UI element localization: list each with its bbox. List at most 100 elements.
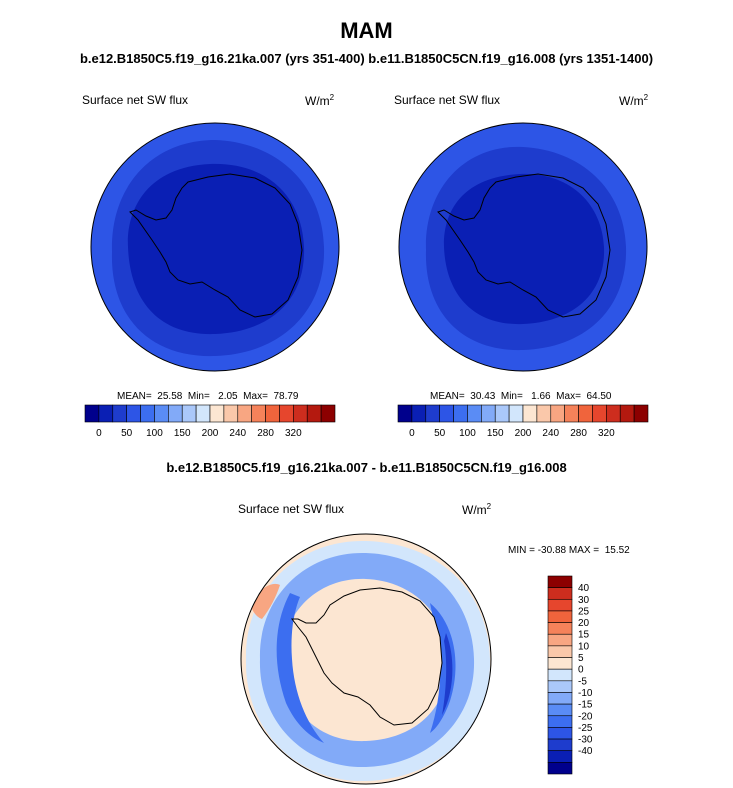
colorbar-tick-label: 0 xyxy=(409,428,415,439)
colorbar-box xyxy=(439,404,454,423)
diff-panel-units: W/m2 xyxy=(462,502,492,517)
panel1-units: W/m2 xyxy=(305,93,335,108)
colorbar-diff-tick-label: -20 xyxy=(578,711,593,722)
colorbar-tick-label: 50 xyxy=(434,428,446,439)
colorbar-box xyxy=(564,404,579,423)
colorbar-box xyxy=(98,404,114,423)
panel1-label: Surface net SW flux xyxy=(82,93,189,107)
colorbar-tick-label: 0 xyxy=(96,428,102,439)
colorbar-box xyxy=(84,404,100,423)
diff-strong-arc-west xyxy=(276,593,324,743)
colorbar-box xyxy=(619,404,635,423)
colorbar-tick-label: 320 xyxy=(285,428,302,439)
diff-positive-patch xyxy=(250,583,280,619)
colorbar-diff-tick-label: 10 xyxy=(578,641,590,652)
colorbar-diff-box xyxy=(547,738,573,752)
colorbar-diff-box xyxy=(547,598,573,612)
colorbar-tick-label: 280 xyxy=(257,428,274,439)
colorbar-box xyxy=(265,404,280,423)
colorbar-box xyxy=(126,404,141,423)
colorbar-tick-label: 200 xyxy=(515,428,532,439)
colorbar-1: 0 50 100 150 200 240 280 320 xyxy=(84,404,336,439)
colorbar-diff-box xyxy=(547,668,573,682)
colorbar-diff-tick-label: 25 xyxy=(578,606,590,617)
colorbar-tick-label: 320 xyxy=(598,428,615,439)
colorbar-diff-box xyxy=(547,692,573,705)
colorbar-box xyxy=(425,404,440,423)
colorbar-diff-box xyxy=(547,587,573,600)
colorbar-diff-tick-label: 5 xyxy=(578,653,584,664)
colorbar-box xyxy=(279,404,294,423)
colorbar-diff-box xyxy=(547,715,573,728)
colorbar-diff-box xyxy=(547,727,573,740)
colorbar-diff-tick-label: -10 xyxy=(578,688,593,699)
colorbar-box xyxy=(209,404,225,423)
colorbar-diff-tick-label: -40 xyxy=(578,746,593,757)
colorbar-diff-box xyxy=(547,762,573,775)
colorbar-box xyxy=(181,404,197,423)
panel1-antarctica-outline xyxy=(129,173,303,318)
difference-title: b.e12.B1850C5.f19_g16.21ka.007 - b.e11.B… xyxy=(166,460,567,475)
diff-strong-arc-east xyxy=(430,603,456,733)
colorbar-box xyxy=(578,404,593,423)
colorbar-diff-box xyxy=(547,610,573,623)
diff-minmax: MIN = -30.88 MAX = 15.52 xyxy=(508,545,630,556)
diff-land-fill xyxy=(300,588,442,725)
diff-map xyxy=(240,533,492,785)
colorbar-diff-tick-label: 15 xyxy=(578,630,590,641)
colorbar-box xyxy=(550,404,565,423)
panel2-units: W/m2 xyxy=(619,93,649,108)
colorbar-box xyxy=(633,404,649,423)
colorbar-box xyxy=(223,404,239,423)
colorbar-diff-tick-label: -15 xyxy=(578,700,593,711)
diff-deep-east xyxy=(442,633,453,715)
colorbar-box xyxy=(494,404,510,423)
colorbar-box xyxy=(195,404,211,423)
colorbar-box xyxy=(522,404,538,423)
panel2-label: Surface net SW flux xyxy=(394,93,501,107)
colorbar-tick-label: 240 xyxy=(229,428,246,439)
colorbar-box xyxy=(453,404,468,423)
colorbar-tick-label: 200 xyxy=(202,428,219,439)
colorbar-tick-label: 150 xyxy=(487,428,504,439)
colorbar-tick-label: 50 xyxy=(121,428,133,439)
colorbar-box xyxy=(592,404,607,423)
colorbar-tick-label: 100 xyxy=(146,428,163,439)
colorbar-tick-label: 100 xyxy=(459,428,476,439)
colorbar-box xyxy=(536,404,552,423)
panel2-map xyxy=(398,122,648,372)
colorbar-box xyxy=(606,404,621,423)
colorbar-box xyxy=(411,404,427,423)
colorbar-diff-box xyxy=(547,703,573,717)
colorbar-diff-box xyxy=(547,680,573,693)
colorbar-box xyxy=(237,404,252,423)
colorbar-diff-box xyxy=(547,622,573,635)
colorbar-diff-box xyxy=(547,575,573,588)
colorbar-box xyxy=(293,404,308,423)
colorbar-box xyxy=(467,404,482,423)
colorbar-diff-tick-label: 30 xyxy=(578,595,590,606)
colorbar-box xyxy=(154,404,169,423)
colorbar-tick-label: 150 xyxy=(174,428,191,439)
colorbar-diff-tick-label: -25 xyxy=(578,723,593,734)
colorbar-box xyxy=(251,404,266,423)
diff-panel-label: Surface net SW flux xyxy=(238,502,345,516)
colorbar-box xyxy=(306,404,322,423)
figure-subtitle: b.e12.B1850C5.f19_g16.21ka.007 (yrs 351-… xyxy=(79,51,654,66)
colorbar-box xyxy=(168,404,183,423)
panel1-map xyxy=(90,122,340,372)
panel2-antarctica-outline xyxy=(437,173,611,318)
colorbar-box xyxy=(397,404,413,423)
panel2-inner-band xyxy=(443,173,605,325)
colorbar-box xyxy=(140,404,155,423)
panel1-stats: MEAN= 25.58 Min= 2.05 Max= 78.79 xyxy=(117,391,299,402)
diff-antarctica-outline xyxy=(291,587,443,726)
colorbar-2: 0 50 100 150 200 240 280 320 xyxy=(397,404,649,439)
colorbar-diff-box xyxy=(547,750,573,763)
colorbar-box xyxy=(112,404,127,423)
colorbar-diff-tick-label: -30 xyxy=(578,735,593,746)
panel2-stats: MEAN= 30.43 Min= 1.66 Max= 64.50 xyxy=(430,391,612,402)
colorbar-tick-label: 280 xyxy=(570,428,587,439)
colorbar-box xyxy=(508,404,524,423)
